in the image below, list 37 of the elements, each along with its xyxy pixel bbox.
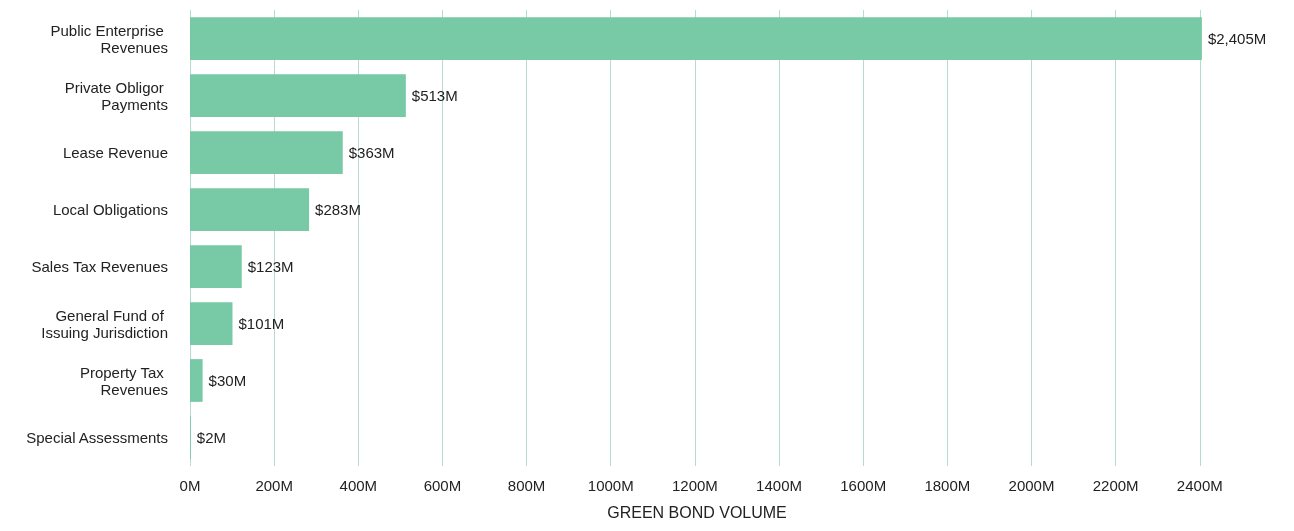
- y-tick-label: Private Obligor Payments: [64, 78, 168, 113]
- data-label: $283M: [315, 201, 361, 218]
- y-tick-label: Sales Tax Revenues: [31, 258, 168, 275]
- x-tick-label: 2000M: [1008, 477, 1055, 494]
- bar: [190, 302, 233, 345]
- y-tick-label: Special Assessments: [26, 429, 168, 446]
- data-label: $513M: [411, 87, 458, 104]
- x-tick-label: 1800M: [924, 477, 971, 494]
- data-label: $30M: [208, 372, 247, 389]
- bar: [190, 74, 406, 117]
- bar: [190, 131, 343, 174]
- bar: [190, 245, 242, 288]
- y-tick-label: Property Tax Revenues: [79, 363, 168, 398]
- x-tick-label: 800M: [507, 477, 546, 494]
- x-tick-label: 0M: [179, 477, 201, 494]
- x-tick-label: 1400M: [756, 477, 802, 494]
- y-tick-label: Lease Revenue: [62, 144, 168, 161]
- data-label: $101M: [238, 315, 285, 332]
- x-tick-label: 400M: [339, 477, 378, 494]
- x-tick-label: 600M: [423, 477, 462, 494]
- bar: [190, 359, 203, 402]
- bar: [190, 17, 1202, 60]
- data-label: $2M: [196, 429, 227, 446]
- data-label: $2,405M: [1207, 30, 1267, 47]
- x-tick-label: 1600M: [840, 477, 887, 494]
- bar: [190, 188, 310, 231]
- y-tick-label: General Fund of Issuing Jurisdiction: [41, 306, 168, 341]
- y-tick-label: Local Obligations: [52, 201, 168, 218]
- x-tick-label: 2400M: [1176, 477, 1223, 494]
- y-tick-label: Public Enterprise Revenues: [50, 21, 168, 56]
- x-tick-label: 1200M: [671, 477, 718, 494]
- x-axis-title: GREEN BOND VOLUME: [607, 503, 787, 521]
- x-tick-label: 2200M: [1092, 477, 1139, 494]
- x-tick-label: 200M: [255, 477, 293, 494]
- data-label: $123M: [247, 258, 294, 275]
- x-tick-label: 1000M: [587, 477, 634, 494]
- data-label: $363M: [348, 144, 395, 161]
